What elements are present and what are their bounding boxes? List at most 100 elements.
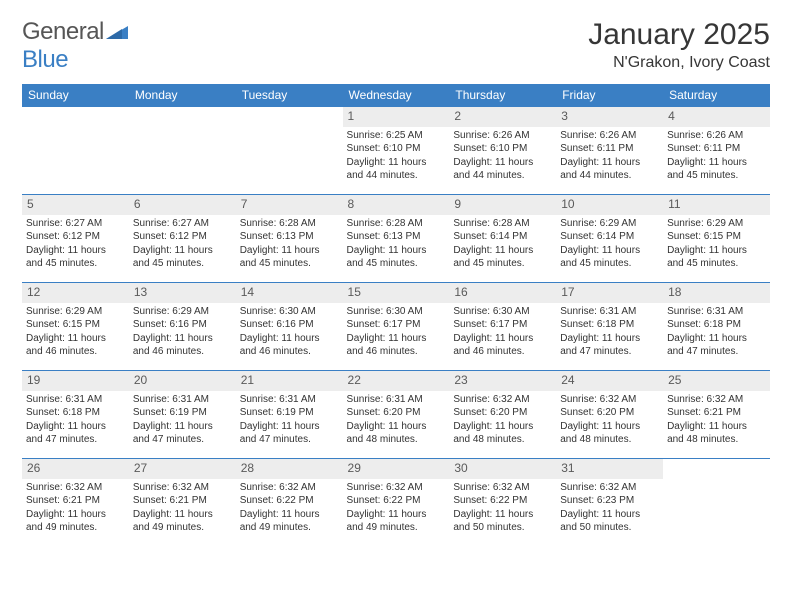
calendar-day-cell: 16Sunrise: 6:30 AMSunset: 6:17 PMDayligh…: [449, 283, 556, 371]
weekday-header: Monday: [129, 84, 236, 107]
calendar-day-cell: 18Sunrise: 6:31 AMSunset: 6:18 PMDayligh…: [663, 283, 770, 371]
day-number: 16: [449, 283, 556, 303]
day-number: 2: [449, 107, 556, 127]
day-details: Sunrise: 6:30 AMSunset: 6:17 PMDaylight:…: [343, 303, 450, 359]
day-number: 17: [556, 283, 663, 303]
brand-logo: GeneralBlue: [22, 18, 128, 74]
calendar-day-cell: 4Sunrise: 6:26 AMSunset: 6:11 PMDaylight…: [663, 107, 770, 195]
day-number: 26: [22, 459, 129, 479]
day-number: 22: [343, 371, 450, 391]
day-details: Sunrise: 6:29 AMSunset: 6:14 PMDaylight:…: [556, 215, 663, 271]
month-title: January 2025: [588, 18, 770, 52]
calendar-week-row: 12Sunrise: 6:29 AMSunset: 6:15 PMDayligh…: [22, 283, 770, 371]
weekday-header: Wednesday: [343, 84, 450, 107]
day-number: 19: [22, 371, 129, 391]
calendar-day-cell: [129, 107, 236, 195]
day-number: 15: [343, 283, 450, 303]
calendar-day-cell: 5Sunrise: 6:27 AMSunset: 6:12 PMDaylight…: [22, 195, 129, 283]
brand-triangle-icon: [106, 18, 128, 46]
day-number: 21: [236, 371, 343, 391]
calendar-day-cell: 13Sunrise: 6:29 AMSunset: 6:16 PMDayligh…: [129, 283, 236, 371]
calendar-week-row: 26Sunrise: 6:32 AMSunset: 6:21 PMDayligh…: [22, 459, 770, 547]
day-number: 9: [449, 195, 556, 215]
day-number: 10: [556, 195, 663, 215]
brand-text: GeneralBlue: [22, 18, 128, 74]
day-number: [22, 107, 129, 127]
day-number: 4: [663, 107, 770, 127]
day-details: Sunrise: 6:31 AMSunset: 6:19 PMDaylight:…: [129, 391, 236, 447]
day-number: [663, 459, 770, 479]
day-details: Sunrise: 6:28 AMSunset: 6:14 PMDaylight:…: [449, 215, 556, 271]
day-details: Sunrise: 6:32 AMSunset: 6:21 PMDaylight:…: [663, 391, 770, 447]
day-number: [236, 107, 343, 127]
weekday-header: Sunday: [22, 84, 129, 107]
day-number: 3: [556, 107, 663, 127]
calendar-day-cell: 23Sunrise: 6:32 AMSunset: 6:20 PMDayligh…: [449, 371, 556, 459]
calendar-day-cell: 24Sunrise: 6:32 AMSunset: 6:20 PMDayligh…: [556, 371, 663, 459]
day-number: 13: [129, 283, 236, 303]
day-details: Sunrise: 6:32 AMSunset: 6:22 PMDaylight:…: [449, 479, 556, 535]
calendar-body: 1Sunrise: 6:25 AMSunset: 6:10 PMDaylight…: [22, 107, 770, 547]
brand-part2: Blue: [22, 46, 68, 73]
day-details: Sunrise: 6:30 AMSunset: 6:16 PMDaylight:…: [236, 303, 343, 359]
day-number: 28: [236, 459, 343, 479]
day-number: 25: [663, 371, 770, 391]
calendar-day-cell: 29Sunrise: 6:32 AMSunset: 6:22 PMDayligh…: [343, 459, 450, 547]
calendar-table: SundayMondayTuesdayWednesdayThursdayFrid…: [22, 84, 770, 547]
calendar-header-row: SundayMondayTuesdayWednesdayThursdayFrid…: [22, 84, 770, 107]
day-number: 31: [556, 459, 663, 479]
title-block: January 2025 N'Grakon, Ivory Coast: [588, 18, 770, 72]
brand-part1: General: [22, 18, 104, 45]
location-subtitle: N'Grakon, Ivory Coast: [588, 54, 770, 72]
day-details: Sunrise: 6:28 AMSunset: 6:13 PMDaylight:…: [236, 215, 343, 271]
calendar-week-row: 19Sunrise: 6:31 AMSunset: 6:18 PMDayligh…: [22, 371, 770, 459]
calendar-day-cell: 17Sunrise: 6:31 AMSunset: 6:18 PMDayligh…: [556, 283, 663, 371]
day-number: 30: [449, 459, 556, 479]
calendar-day-cell: 7Sunrise: 6:28 AMSunset: 6:13 PMDaylight…: [236, 195, 343, 283]
day-details: Sunrise: 6:32 AMSunset: 6:21 PMDaylight:…: [22, 479, 129, 535]
day-number: 7: [236, 195, 343, 215]
day-number: 12: [22, 283, 129, 303]
calendar-day-cell: [22, 107, 129, 195]
weekday-header: Friday: [556, 84, 663, 107]
calendar-day-cell: 11Sunrise: 6:29 AMSunset: 6:15 PMDayligh…: [663, 195, 770, 283]
day-details: Sunrise: 6:27 AMSunset: 6:12 PMDaylight:…: [22, 215, 129, 271]
day-details: Sunrise: 6:30 AMSunset: 6:17 PMDaylight:…: [449, 303, 556, 359]
calendar-day-cell: 3Sunrise: 6:26 AMSunset: 6:11 PMDaylight…: [556, 107, 663, 195]
day-details: Sunrise: 6:26 AMSunset: 6:10 PMDaylight:…: [449, 127, 556, 183]
calendar-day-cell: 19Sunrise: 6:31 AMSunset: 6:18 PMDayligh…: [22, 371, 129, 459]
day-number: 24: [556, 371, 663, 391]
day-number: [129, 107, 236, 127]
calendar-day-cell: 30Sunrise: 6:32 AMSunset: 6:22 PMDayligh…: [449, 459, 556, 547]
page-header: GeneralBlue January 2025 N'Grakon, Ivory…: [22, 18, 770, 74]
weekday-header: Saturday: [663, 84, 770, 107]
day-number: 1: [343, 107, 450, 127]
day-details: Sunrise: 6:32 AMSunset: 6:22 PMDaylight:…: [236, 479, 343, 535]
calendar-day-cell: 26Sunrise: 6:32 AMSunset: 6:21 PMDayligh…: [22, 459, 129, 547]
day-number: 20: [129, 371, 236, 391]
calendar-day-cell: 12Sunrise: 6:29 AMSunset: 6:15 PMDayligh…: [22, 283, 129, 371]
day-number: 27: [129, 459, 236, 479]
calendar-week-row: 5Sunrise: 6:27 AMSunset: 6:12 PMDaylight…: [22, 195, 770, 283]
calendar-day-cell: 6Sunrise: 6:27 AMSunset: 6:12 PMDaylight…: [129, 195, 236, 283]
day-details: Sunrise: 6:29 AMSunset: 6:15 PMDaylight:…: [663, 215, 770, 271]
day-details: Sunrise: 6:32 AMSunset: 6:20 PMDaylight:…: [449, 391, 556, 447]
day-details: Sunrise: 6:31 AMSunset: 6:18 PMDaylight:…: [663, 303, 770, 359]
day-details: Sunrise: 6:32 AMSunset: 6:23 PMDaylight:…: [556, 479, 663, 535]
calendar-day-cell: 8Sunrise: 6:28 AMSunset: 6:13 PMDaylight…: [343, 195, 450, 283]
day-details: Sunrise: 6:31 AMSunset: 6:20 PMDaylight:…: [343, 391, 450, 447]
calendar-day-cell: 14Sunrise: 6:30 AMSunset: 6:16 PMDayligh…: [236, 283, 343, 371]
calendar-day-cell: 21Sunrise: 6:31 AMSunset: 6:19 PMDayligh…: [236, 371, 343, 459]
calendar-day-cell: 10Sunrise: 6:29 AMSunset: 6:14 PMDayligh…: [556, 195, 663, 283]
day-details: Sunrise: 6:31 AMSunset: 6:18 PMDaylight:…: [556, 303, 663, 359]
day-details: Sunrise: 6:32 AMSunset: 6:20 PMDaylight:…: [556, 391, 663, 447]
day-number: 11: [663, 195, 770, 215]
calendar-day-cell: 9Sunrise: 6:28 AMSunset: 6:14 PMDaylight…: [449, 195, 556, 283]
calendar-day-cell: 31Sunrise: 6:32 AMSunset: 6:23 PMDayligh…: [556, 459, 663, 547]
calendar-day-cell: 22Sunrise: 6:31 AMSunset: 6:20 PMDayligh…: [343, 371, 450, 459]
day-number: 8: [343, 195, 450, 215]
day-details: Sunrise: 6:29 AMSunset: 6:16 PMDaylight:…: [129, 303, 236, 359]
day-number: 6: [129, 195, 236, 215]
day-details: Sunrise: 6:31 AMSunset: 6:18 PMDaylight:…: [22, 391, 129, 447]
calendar-day-cell: 2Sunrise: 6:26 AMSunset: 6:10 PMDaylight…: [449, 107, 556, 195]
